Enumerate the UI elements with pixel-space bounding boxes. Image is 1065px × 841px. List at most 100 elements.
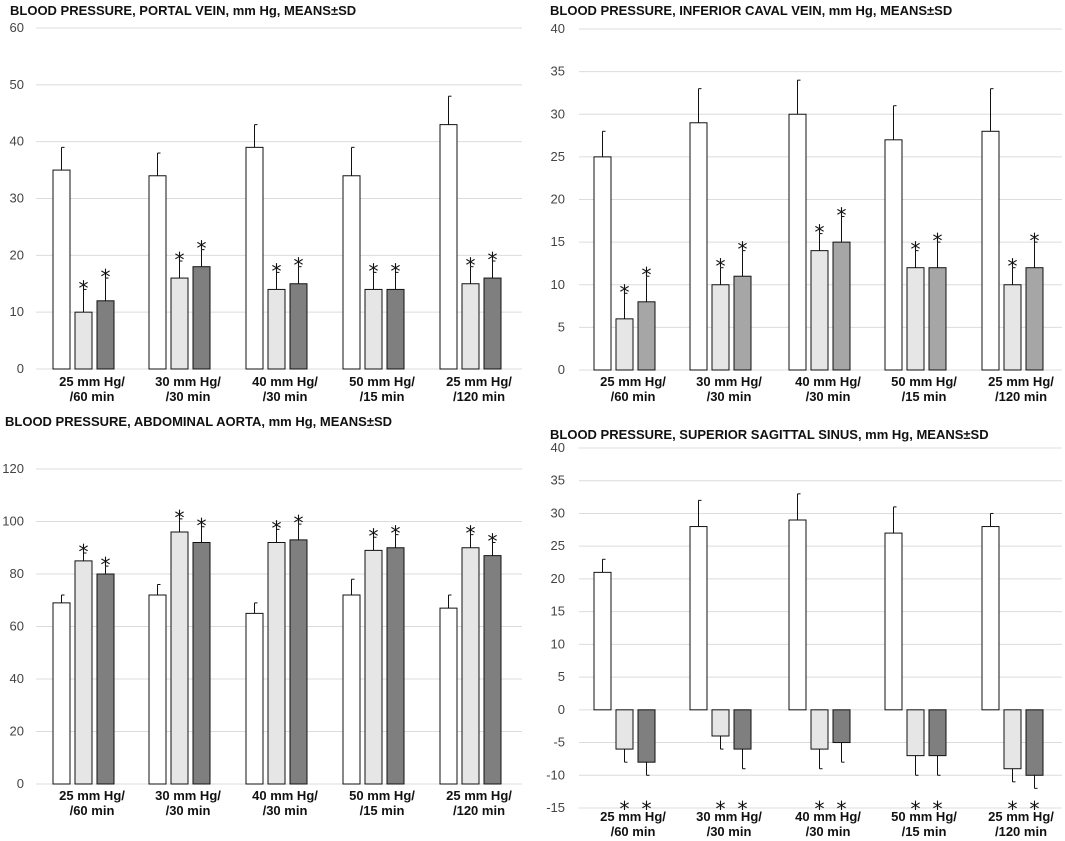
bar <box>52 169 71 370</box>
significance-star: * <box>101 553 111 577</box>
significance-star: * <box>197 514 207 538</box>
chart-title: BLOOD PRESSURE, PORTAL VEIN, mm Hg, MEAN… <box>10 3 356 18</box>
x-category-label: /120 min <box>995 389 1047 404</box>
y-tick-label: 30 <box>10 191 24 206</box>
bar <box>52 602 71 785</box>
x-category-label: 25 mm Hg/ <box>988 374 1054 389</box>
significance-star: * <box>815 797 825 821</box>
x-category-label: 40 mm Hg/ <box>795 809 861 824</box>
bar <box>711 709 730 737</box>
significance-star: * <box>175 248 185 272</box>
bar <box>1003 284 1022 371</box>
bar <box>170 277 189 370</box>
chart-title: BLOOD PRESSURE, ABDOMINAL AORTA, mm Hg, … <box>5 414 392 429</box>
x-category-label: 30 mm Hg/ <box>155 374 221 389</box>
x-category-label: 25 mm Hg/ <box>446 788 512 803</box>
x-category-label: 30 mm Hg/ <box>155 788 221 803</box>
significance-star: * <box>933 229 943 253</box>
bar <box>637 709 656 763</box>
bar <box>593 571 612 711</box>
x-category-label: 40 mm Hg/ <box>252 374 318 389</box>
significance-star: * <box>837 204 847 228</box>
x-category-label: /120 min <box>453 389 505 404</box>
bar <box>289 539 308 785</box>
bar <box>148 594 167 785</box>
significance-star: * <box>837 797 847 821</box>
bar <box>439 124 458 370</box>
significance-star: * <box>933 797 943 821</box>
bar <box>461 547 480 785</box>
y-tick-label: 50 <box>10 77 24 92</box>
y-tick-label: 20 <box>551 571 565 586</box>
x-category-label: /15 min <box>902 824 947 839</box>
y-tick-label: 20 <box>551 192 565 207</box>
bar <box>245 612 264 785</box>
bar <box>788 519 807 711</box>
x-category-label: 50 mm Hg/ <box>349 374 415 389</box>
bar <box>483 555 502 785</box>
bar <box>289 283 308 370</box>
y-tick-label: 5 <box>558 319 565 334</box>
y-tick-label: 40 <box>10 134 24 149</box>
x-category-label: /120 min <box>995 824 1047 839</box>
y-tick-label: 100 <box>2 514 24 529</box>
bar <box>810 250 829 371</box>
y-tick-label: 10 <box>10 304 24 319</box>
x-category-label: /60 min <box>611 824 656 839</box>
bar <box>364 288 383 370</box>
y-tick-label: 20 <box>10 724 24 739</box>
bar <box>192 542 211 785</box>
x-category-label: /15 min <box>902 389 947 404</box>
bar <box>981 526 1000 711</box>
y-tick-label: 10 <box>551 636 565 651</box>
bar <box>711 284 730 371</box>
y-tick-label: 35 <box>551 473 565 488</box>
y-tick-label: 60 <box>10 20 24 35</box>
y-tick-label: 40 <box>551 21 565 36</box>
bar <box>342 594 361 785</box>
y-tick-label: 15 <box>551 604 565 619</box>
y-tick-label: 120 <box>2 461 24 476</box>
bar <box>593 156 612 371</box>
bar <box>1025 709 1044 776</box>
bar <box>810 709 829 750</box>
significance-star: * <box>716 797 726 821</box>
bar <box>689 526 708 711</box>
significance-star: * <box>272 259 282 283</box>
significance-star: * <box>197 237 207 261</box>
significance-star: * <box>79 540 89 564</box>
y-tick-label: -10 <box>546 767 565 782</box>
chart-superior-sagittal-sinus: BLOOD PRESSURE, SUPERIOR SAGITTAL SINUS,… <box>535 410 1065 841</box>
significance-star: * <box>642 263 652 287</box>
x-category-label: /60 min <box>70 389 115 404</box>
x-category-label: 40 mm Hg/ <box>795 374 861 389</box>
chart-title: BLOOD PRESSURE, SUPERIOR SAGITTAL SINUS,… <box>550 427 989 442</box>
x-category-label: /15 min <box>360 803 405 818</box>
significance-star: * <box>391 522 401 546</box>
x-category-label: /30 min <box>166 803 211 818</box>
bar <box>832 709 851 744</box>
bar <box>148 175 167 370</box>
x-category-label: 50 mm Hg/ <box>891 809 957 824</box>
chart-inferior-caval-vein: BLOOD PRESSURE, INFERIOR CAVAL VEIN, mm … <box>535 0 1065 410</box>
chart-inferior-caval-vein-svg: BLOOD PRESSURE, INFERIOR CAVAL VEIN, mm … <box>550 3 1062 404</box>
bar <box>884 139 903 371</box>
y-tick-label: 20 <box>10 247 24 262</box>
y-tick-label: 60 <box>10 619 24 634</box>
bar <box>928 267 947 371</box>
x-category-label: /30 min <box>166 389 211 404</box>
bar <box>74 560 93 785</box>
significance-star: * <box>466 254 476 278</box>
significance-star: * <box>391 259 401 283</box>
significance-star: * <box>488 248 498 272</box>
bar <box>615 709 634 750</box>
y-tick-label: 0 <box>17 776 24 791</box>
bar <box>788 113 807 371</box>
bar <box>832 241 851 371</box>
y-tick-label: 35 <box>551 64 565 79</box>
significance-star: * <box>369 259 379 283</box>
bar <box>364 549 383 785</box>
bar <box>689 122 708 371</box>
x-category-label: /30 min <box>263 389 308 404</box>
significance-star: * <box>1030 229 1040 253</box>
